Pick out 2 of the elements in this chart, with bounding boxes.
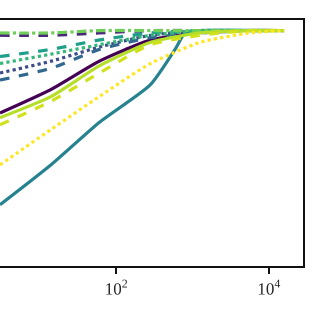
x-tick-label: 10$^{4}$ xyxy=(257,276,280,298)
x-tick-label: 10$^{2}$ xyxy=(104,276,128,298)
